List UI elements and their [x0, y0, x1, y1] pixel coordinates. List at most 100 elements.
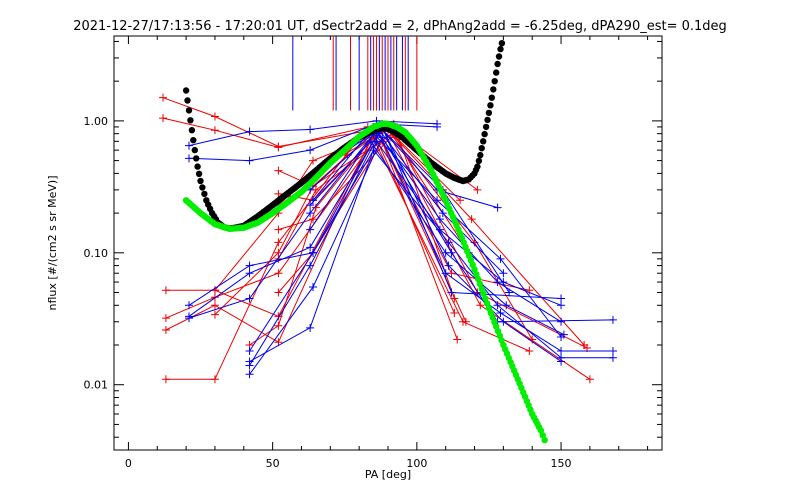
red-plus-marker	[274, 225, 283, 234]
blue-plus-marker	[184, 312, 193, 321]
black-fit-dot	[491, 78, 498, 85]
blue-series-line	[249, 140, 562, 362]
green-fit-dot	[483, 300, 491, 307]
red-plus-marker	[161, 325, 170, 334]
x-axis-label: PA [deg]	[365, 468, 411, 481]
black-fit-dot	[191, 146, 198, 154]
x-tick-label: 150	[551, 457, 572, 470]
blue-plus-marker	[433, 196, 442, 205]
black-fit-dot	[184, 97, 191, 104]
red-plus-marker	[274, 238, 283, 247]
blue-plus-marker	[557, 301, 566, 310]
blue-plus-marker	[366, 137, 375, 146]
black-fit-dot	[493, 69, 500, 76]
blue-plus-marker	[496, 308, 505, 317]
black-fit-dot	[488, 94, 495, 101]
blue-plus-marker	[245, 127, 254, 136]
blue-plus-marker	[444, 238, 453, 247]
blue-plus-marker	[306, 146, 315, 155]
blue-plus-marker	[499, 269, 508, 278]
blue-plus-marker	[306, 225, 315, 234]
x-tick-label: 100	[406, 457, 427, 470]
blue-plus-marker	[245, 361, 254, 370]
blue-plus-marker	[444, 261, 453, 270]
black-fit-dot	[495, 53, 503, 60]
black-fit-dot	[201, 190, 208, 198]
red-plus-marker	[585, 375, 594, 384]
blue-plus-marker	[608, 315, 617, 324]
green-fit-dot	[539, 432, 546, 439]
fit-curves	[182, 40, 548, 444]
red-plus-marker	[161, 375, 170, 384]
blue-plus-marker	[245, 370, 254, 379]
blue-plus-marker	[245, 269, 254, 278]
red-plus-marker	[161, 286, 170, 295]
black-fit-dot	[194, 163, 201, 170]
blue-plus-marker	[505, 288, 514, 297]
black-fit-dot	[478, 145, 485, 152]
black-fit-dot	[182, 87, 190, 94]
blue-plus-marker	[245, 156, 254, 165]
blue-plus-marker	[557, 294, 566, 303]
red-plus-marker	[274, 338, 283, 347]
red-plus-marker	[274, 288, 283, 297]
blue-plus-marker	[441, 248, 450, 257]
green-fit-dot	[473, 271, 480, 278]
red-plus-marker	[274, 189, 283, 198]
y-tick-label: 0.10	[84, 247, 109, 260]
blue-plus-marker	[447, 288, 456, 297]
black-fit-dot	[474, 163, 481, 170]
black-fit-dot	[484, 116, 491, 124]
blue-plus-marker	[499, 317, 508, 326]
red-plus-marker	[161, 314, 170, 323]
blue-plus-marker	[184, 154, 193, 163]
blue-plus-marker	[438, 209, 447, 218]
y-tick-label: 1.00	[84, 115, 109, 128]
red-plus-marker	[274, 166, 283, 175]
blue-plus-marker	[441, 269, 450, 278]
blue-plus-marker	[306, 201, 315, 210]
red-plus-marker	[210, 310, 219, 319]
x-tick-label: 0	[125, 457, 132, 470]
blue-plus-marker	[245, 347, 254, 356]
black-fit-dot	[195, 170, 203, 177]
blue-plus-marker	[435, 215, 444, 224]
blue-plus-marker	[184, 141, 193, 150]
blue-series-line	[188, 126, 498, 319]
blue-plus-marker	[496, 254, 505, 263]
blue-plus-marker	[306, 323, 315, 332]
blue-plus-marker	[245, 294, 254, 303]
black-fit-dot	[185, 107, 193, 114]
black-fit-dot	[187, 117, 194, 124]
black-fit-dot	[193, 155, 200, 162]
y-tick-label: 0.01	[84, 379, 109, 392]
black-fit-dot	[485, 109, 493, 117]
green-fit-dot	[476, 280, 484, 288]
blue-plus-marker	[306, 243, 315, 252]
black-fit-dot	[480, 138, 487, 145]
blue-plus-marker	[433, 122, 442, 131]
chart-title: 2021-12-27/17:13:56 - 17:20:01 UT, dSect…	[73, 19, 727, 34]
black-fit-dot	[190, 137, 197, 144]
blue-plus-marker	[309, 283, 318, 292]
red-plus-marker	[210, 112, 219, 121]
black-fit-dot	[197, 177, 204, 185]
blue-plus-marker	[245, 261, 254, 270]
red-plus-marker	[274, 269, 283, 278]
axis-ticks: 0 50 100 150 0.01 0.10 1.00	[84, 36, 662, 470]
green-fit-dot	[474, 275, 482, 283]
blue-plus-marker	[608, 353, 617, 362]
black-fit-dot	[477, 151, 484, 159]
black-fit-dot	[497, 45, 504, 53]
blue-plus-marker	[557, 317, 566, 326]
black-fit-dot	[482, 123, 490, 131]
green-fit-dot	[537, 427, 545, 434]
red-plus-marker	[461, 317, 470, 326]
blue-plus-marker	[306, 261, 315, 270]
black-fit-dot	[481, 130, 488, 138]
red-plus-marker	[159, 114, 168, 123]
red-plus-marker	[450, 308, 459, 317]
red-plus-marker	[274, 321, 283, 330]
blue-plus-marker	[502, 301, 511, 310]
green-fit-dot	[480, 290, 487, 297]
